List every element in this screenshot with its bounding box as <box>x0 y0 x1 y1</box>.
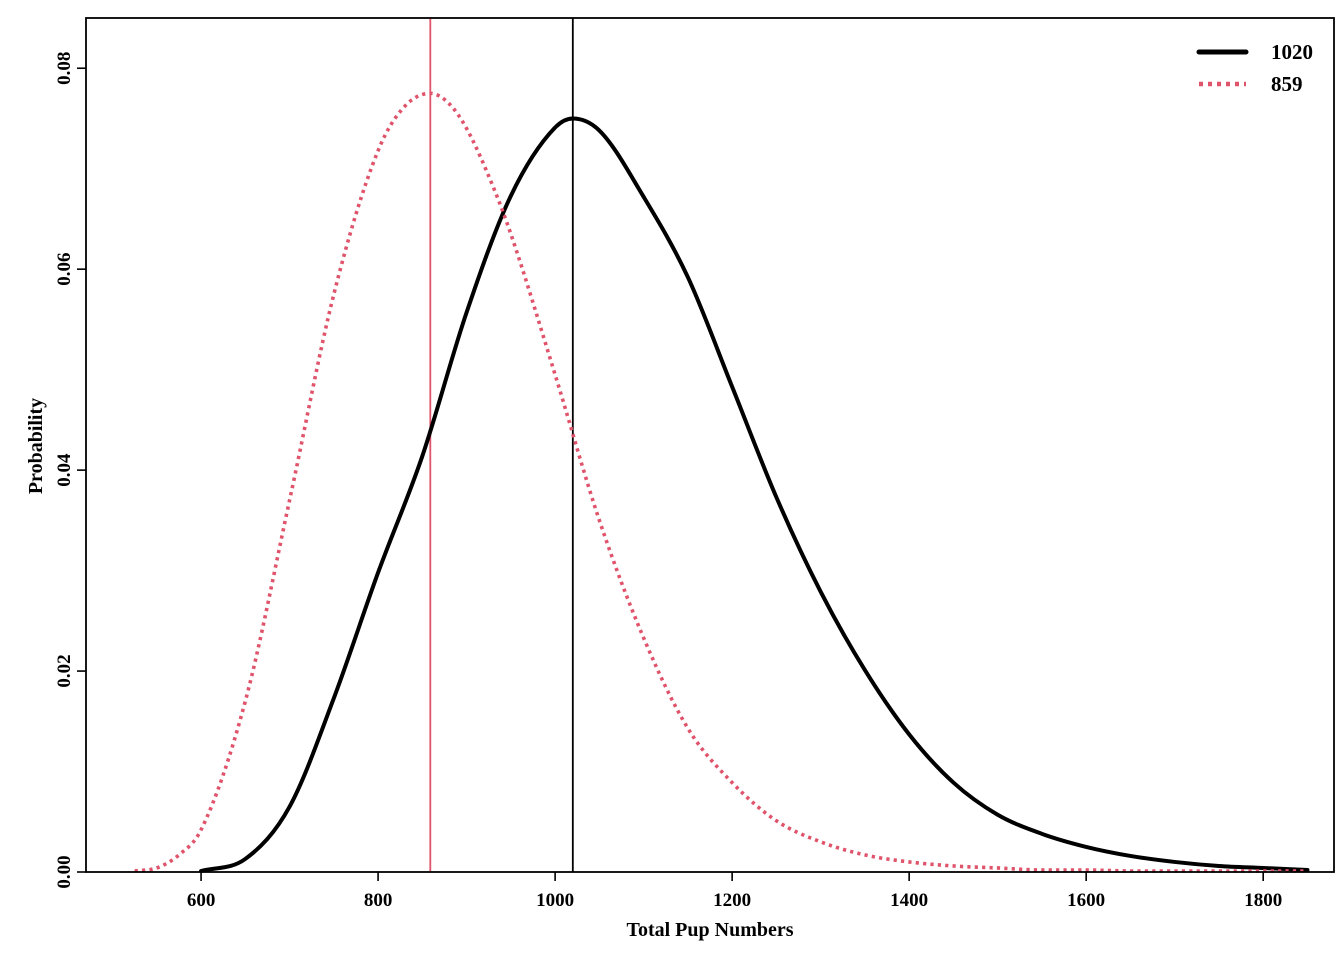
x-tick-label: 1600 <box>1067 890 1105 911</box>
y-tick-label: 0.00 <box>54 855 75 888</box>
y-tick-label: 0.02 <box>54 654 75 687</box>
legend: 1020 859 <box>1196 40 1313 96</box>
x-tick-label: 1800 <box>1244 890 1282 911</box>
x-tick-label: 1400 <box>890 890 928 911</box>
y-tick-label: 0.04 <box>54 453 75 487</box>
y-tick-label: 0.08 <box>54 52 75 85</box>
plot-frame <box>85 17 1335 873</box>
x-tick-label: 600 <box>187 890 216 911</box>
x-tick-label: 1000 <box>536 890 574 911</box>
y-axis-title: Probability <box>25 398 47 494</box>
y-tick-label: 0.06 <box>54 253 75 286</box>
legend-label-1020: 1020 <box>1271 40 1313 64</box>
series-line-1020 <box>199 116 1310 873</box>
x-tick-label: 800 <box>364 890 393 911</box>
x-axis-title: Total Pup Numbers <box>626 919 793 941</box>
legend-label-859: 859 <box>1271 72 1303 96</box>
series-line-859 <box>134 91 1308 873</box>
x-tick-label: 1200 <box>713 890 751 911</box>
